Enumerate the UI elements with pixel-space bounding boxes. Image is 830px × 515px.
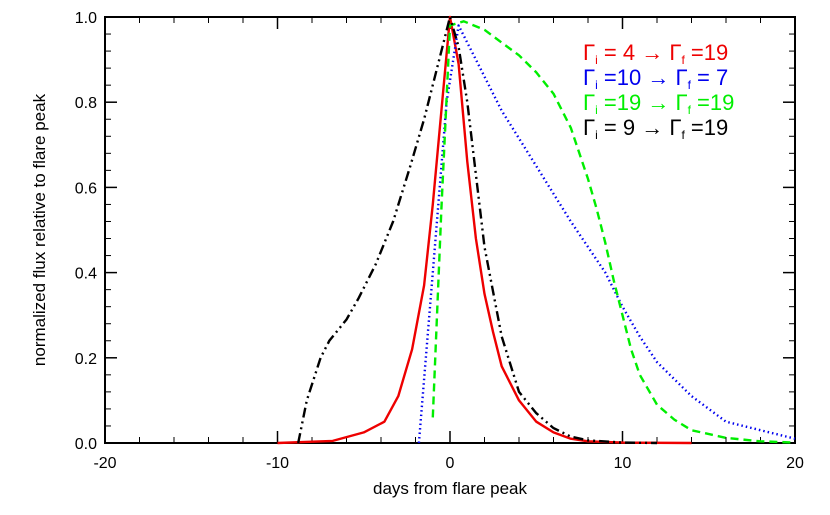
series-line-4 <box>297 15 658 445</box>
series-line-3 <box>431 20 796 444</box>
axis-ticks: -20 -10 0 10 20 0.0 0.2 0.4 0.6 0.8 1.0 <box>75 10 804 472</box>
y-tick-label: 1.0 <box>75 10 97 27</box>
y-tick-label: 0.0 <box>75 436 97 453</box>
legend-entry-4: Γi = 9 → Γf =19 <box>583 115 728 142</box>
y-tick-label: 0.6 <box>75 180 97 197</box>
x-tick-label: -20 <box>93 455 116 472</box>
x-tick-label: -10 <box>266 455 289 472</box>
x-axis-title: days from flare peak <box>373 479 528 498</box>
y-axis-title: normalized flux relative to flare peak <box>30 93 49 366</box>
x-tick-label: 0 <box>446 455 455 472</box>
y-tick-label: 0.4 <box>75 266 97 283</box>
legend-entry-1: Γi = 4 → Γf =19 <box>583 40 728 67</box>
x-tick-label: 10 <box>614 455 632 472</box>
legend-entry-2: Γi =10 → Γf = 7 <box>583 65 728 92</box>
y-tick-label: 0.2 <box>75 351 97 368</box>
series-line-2 <box>417 24 796 444</box>
y-tick-label: 0.8 <box>75 95 97 112</box>
legend-entry-3: Γi =19 → Γf =19 <box>583 90 734 117</box>
series-layer <box>277 15 796 445</box>
x-tick-label: 20 <box>786 455 804 472</box>
series-line-1 <box>277 15 692 445</box>
